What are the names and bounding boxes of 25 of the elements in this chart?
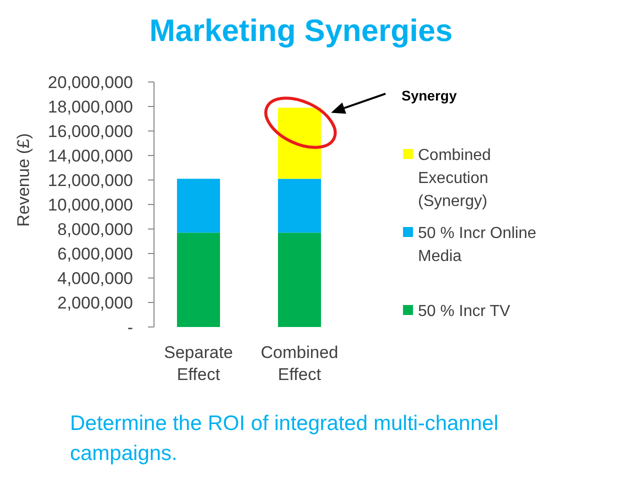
text: Synergy — [402, 88, 457, 104]
y-tick-label: 8,000,000 — [57, 220, 133, 239]
bar — [176, 178, 220, 233]
chart-title: Marketing Synergies — [149, 13, 453, 48]
bar — [278, 178, 322, 233]
bar — [176, 232, 220, 327]
legend-label: 50 % Incr TV — [418, 303, 511, 320]
legend-label: 50 % Incr Online Media — [418, 225, 536, 265]
text: Determine the ROI of integrated multi-channel campaigns. — [70, 412, 498, 465]
y-tick-label: 4,000,000 — [57, 268, 133, 288]
x-tick-label: Combined Effect — [260, 343, 338, 384]
y-axis-title: Revenue (£) — [14, 133, 33, 227]
y-tick-label: 10,000,000 — [48, 195, 133, 214]
y-tick-label: 6,000,000 — [57, 244, 133, 264]
y-tick-label: - — [127, 318, 133, 337]
y-tick-label: 12,000,000 — [48, 170, 133, 190]
y-tick-label: 2,000,000 — [57, 293, 133, 312]
bar — [278, 232, 322, 327]
bar — [278, 108, 322, 179]
y-tick-label: 18,000,000 — [48, 97, 133, 116]
y-tick-label: 16,000,000 — [48, 122, 133, 141]
x-tick-label: Separate Effect — [164, 343, 233, 384]
legend-label: Combined Execution (Synergy) — [418, 147, 491, 210]
y-tick-label: 20,000,000 — [48, 72, 133, 92]
y-tick-label: 14,000,000 — [48, 146, 133, 166]
